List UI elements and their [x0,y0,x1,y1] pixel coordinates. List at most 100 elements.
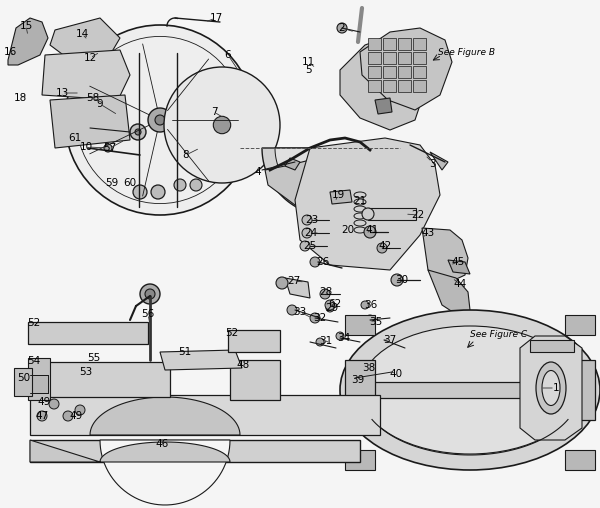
Text: 18: 18 [13,93,26,103]
Text: 40: 40 [389,369,403,379]
Polygon shape [100,440,230,505]
Text: 44: 44 [454,279,467,289]
Text: 57: 57 [103,143,116,153]
Bar [30,395,380,435]
Ellipse shape [340,310,600,470]
Bar [28,322,148,344]
Bar [413,80,426,92]
Circle shape [326,304,334,312]
Text: 50: 50 [17,373,31,383]
Polygon shape [428,270,470,318]
Bar [398,80,411,92]
Text: 10: 10 [79,142,92,152]
Text: 51: 51 [178,347,191,357]
Polygon shape [448,260,470,274]
Text: See Figure B: See Figure B [438,48,495,57]
Bar [383,66,396,78]
Circle shape [302,228,312,238]
Bar [30,440,360,462]
Polygon shape [430,152,448,170]
Circle shape [320,289,330,299]
Circle shape [63,411,73,421]
Circle shape [361,362,369,370]
Polygon shape [50,95,130,148]
Text: 35: 35 [370,317,383,327]
Circle shape [336,332,344,340]
Bar [398,66,411,78]
Bar [368,38,381,50]
Circle shape [378,336,386,344]
Circle shape [130,124,146,140]
Text: 33: 33 [293,307,307,317]
Bar [368,208,416,220]
Text: 5: 5 [305,65,311,75]
Ellipse shape [359,326,581,454]
Text: 48: 48 [236,360,250,370]
Polygon shape [285,158,300,170]
Text: 32: 32 [313,313,326,323]
Bar [30,362,170,397]
Text: 58: 58 [86,93,100,103]
Text: 15: 15 [19,21,32,31]
Polygon shape [265,160,345,210]
Polygon shape [90,397,240,435]
Text: 56: 56 [142,309,155,319]
Circle shape [174,179,186,191]
Circle shape [351,374,359,382]
Polygon shape [340,38,425,130]
Polygon shape [160,350,242,370]
Text: 17: 17 [209,13,223,23]
Circle shape [361,301,369,309]
Text: 30: 30 [395,275,409,285]
Text: 34: 34 [337,333,350,343]
Bar [398,52,411,64]
Polygon shape [295,138,440,270]
Circle shape [287,305,297,315]
Text: 43: 43 [421,228,434,238]
Bar [398,38,411,50]
Circle shape [155,115,165,125]
Circle shape [365,315,375,325]
Circle shape [164,67,280,183]
Text: 6: 6 [224,50,232,60]
Circle shape [391,274,403,286]
Bar [30,375,48,393]
Bar [565,450,595,470]
Circle shape [337,23,347,33]
Bar [230,360,280,400]
Circle shape [148,108,172,132]
Text: 11: 11 [301,57,314,67]
Text: 41: 41 [365,225,379,235]
Bar [228,330,280,352]
Text: 31: 31 [319,336,332,346]
Bar [530,340,574,352]
Bar [413,66,426,78]
Circle shape [37,411,47,421]
Polygon shape [375,98,392,114]
Text: 27: 27 [287,276,301,286]
Text: 47: 47 [35,411,49,421]
Polygon shape [330,190,352,204]
Circle shape [49,399,59,409]
Polygon shape [42,50,130,100]
Circle shape [310,313,320,323]
Bar [383,52,396,64]
Bar [565,360,595,420]
Circle shape [190,179,202,191]
Circle shape [145,289,155,299]
Text: 49: 49 [70,411,83,421]
Bar [368,66,381,78]
Text: 19: 19 [331,190,344,200]
Text: 61: 61 [68,133,82,143]
Circle shape [214,116,231,134]
Polygon shape [275,148,385,203]
Text: 23: 23 [305,215,319,225]
Circle shape [325,300,335,310]
Text: 60: 60 [124,178,137,188]
Circle shape [300,241,310,251]
Circle shape [133,185,147,199]
Ellipse shape [362,208,374,220]
Text: 39: 39 [352,375,365,385]
Polygon shape [8,18,48,65]
Text: 28: 28 [319,287,332,297]
